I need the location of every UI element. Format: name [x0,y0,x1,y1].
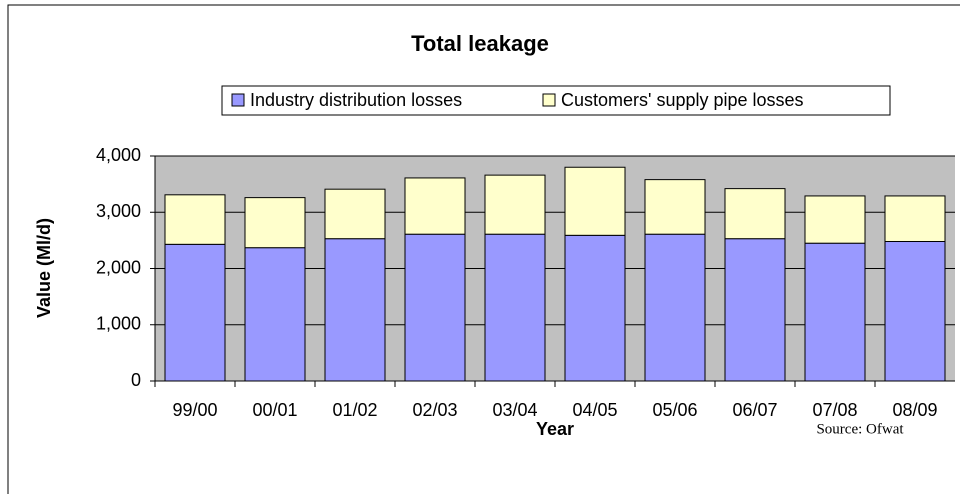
bar-segment [804,195,866,244]
bar-segment [324,238,386,382]
x-tick-label: 02/03 [412,400,457,420]
bar-segment [644,179,706,235]
y-axis-label: Value (Ml/d) [34,218,54,318]
y-tick-label: 4,000 [96,145,141,165]
x-tick-label: 03/04 [492,400,537,420]
x-axis-label: Year [536,419,574,439]
x-tick-label: 08/09 [892,400,937,420]
y-tick-label: 1,000 [96,314,141,334]
bar-segment [244,247,306,382]
y-tick-label: 0 [131,370,141,390]
bar-segment [804,242,866,382]
legend-box [221,85,891,116]
bar-segment [884,195,946,242]
legend-swatch [231,93,245,107]
chart-title: Total leakage [411,31,549,56]
bar-segment [484,233,546,382]
bar-segment [324,188,386,240]
x-tick-label: 06/07 [732,400,777,420]
x-tick-label: 04/05 [572,400,617,420]
x-tick-label: 07/08 [812,400,857,420]
bar-segment [564,166,626,236]
bar-segment [724,188,786,240]
x-tick-label: 99/00 [172,400,217,420]
bar-segment [884,241,946,382]
legend-swatch [542,93,556,107]
bar-segment [404,233,466,382]
y-tick-label: 3,000 [96,201,141,221]
source-note: Source: Ofwat [816,421,904,437]
x-tick-label: 01/02 [332,400,377,420]
x-tick-label: 00/01 [252,400,297,420]
bar-segment [644,233,706,382]
bar-segment [244,197,306,249]
bar-segment [564,234,626,382]
bar-segment [164,243,226,382]
x-tick-label: 05/06 [652,400,697,420]
bar-segment [404,177,466,235]
bar-segment [724,238,786,382]
legend-label: Customers' supply pipe losses [561,90,804,110]
y-tick-label: 2,000 [96,257,141,277]
legend-label: Industry distribution losses [250,90,462,110]
bar-segment [484,174,546,235]
bar-segment [164,194,226,245]
